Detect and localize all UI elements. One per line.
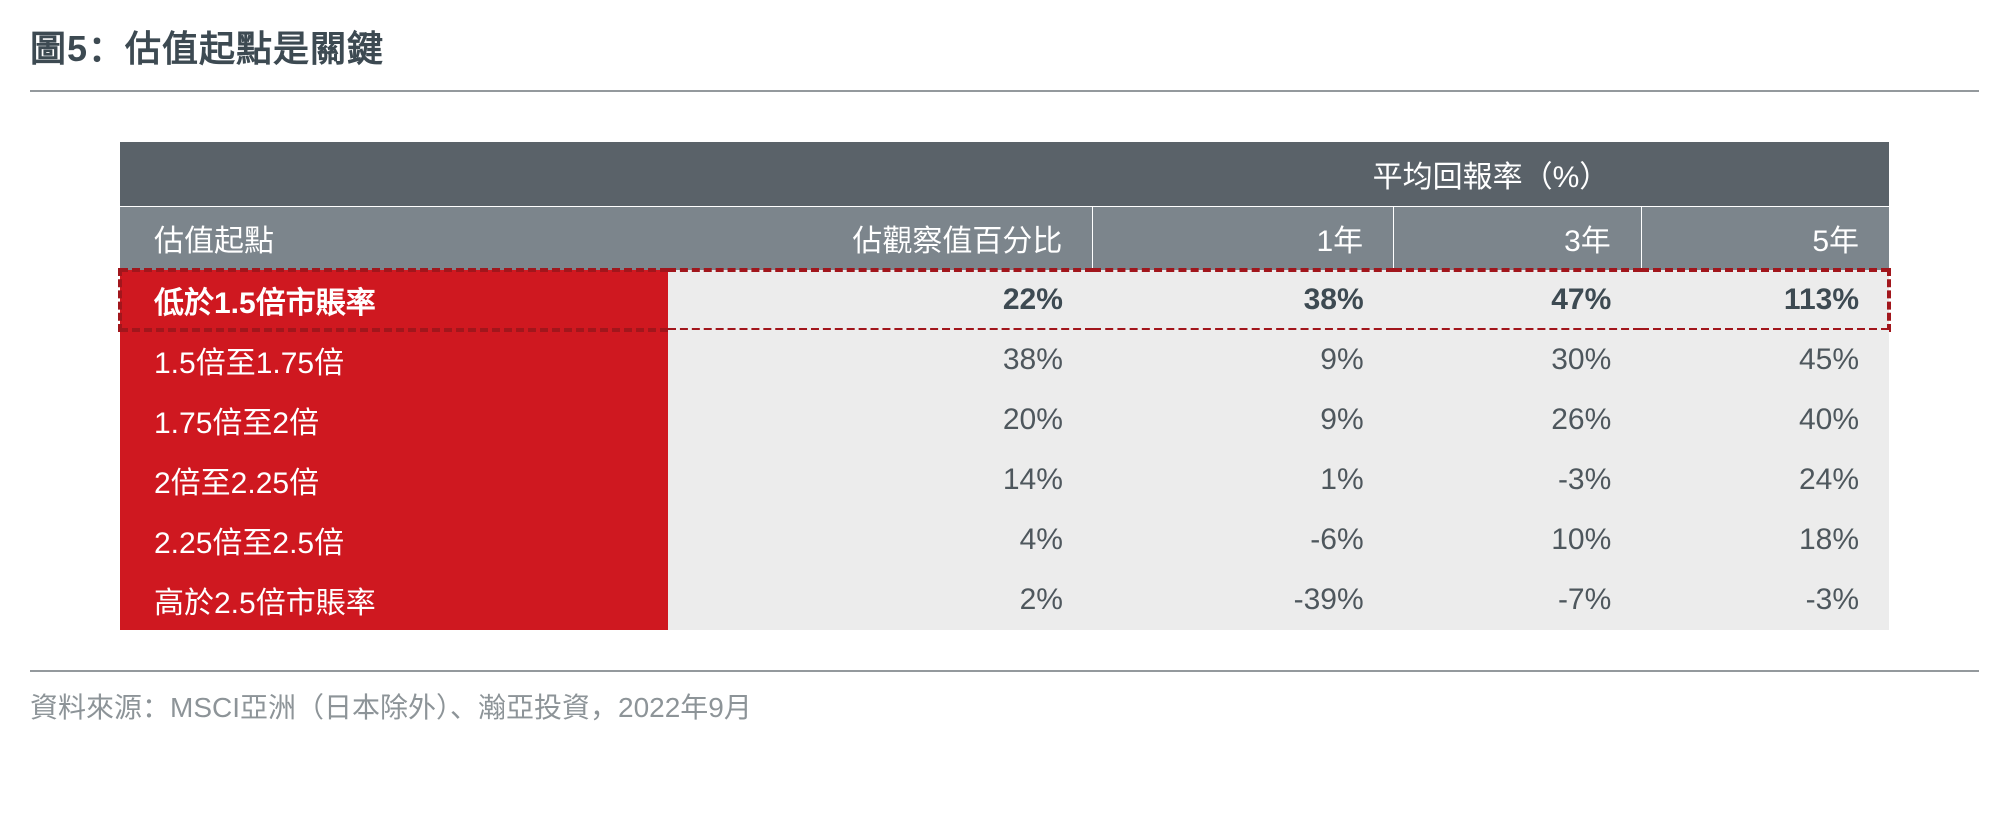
cell-1y: 1% xyxy=(1093,450,1394,510)
table-row: 高於2.5倍市賬率 2% -39% -7% -3% xyxy=(120,570,1889,630)
col-header-5y: 5年 xyxy=(1641,206,1889,270)
figure-title: 圖5：估值起點是關鍵 xyxy=(30,20,1979,92)
cell-5y: 40% xyxy=(1641,390,1889,450)
row-label: 1.5倍至1.75倍 xyxy=(120,330,668,390)
cell-obs: 2% xyxy=(668,570,1093,630)
row-label: 低於1.5倍市賬率 xyxy=(120,270,668,330)
cell-1y: 9% xyxy=(1093,330,1394,390)
cell-3y: 30% xyxy=(1394,330,1642,390)
cell-5y: -3% xyxy=(1641,570,1889,630)
col-header-1y: 1年 xyxy=(1093,206,1394,270)
table-row: 1.75倍至2倍 20% 9% 26% 40% xyxy=(120,390,1889,450)
cell-1y: 9% xyxy=(1093,390,1394,450)
cell-5y: 24% xyxy=(1641,450,1889,510)
valuation-table: 平均回報率（%） 估值起點 佔觀察值百分比 1年 3年 5年 低於1.5倍市賬率… xyxy=(120,142,1889,630)
table-row: 2.25倍至2.5倍 4% -6% 10% 18% xyxy=(120,510,1889,570)
footer-block: 資料來源：MSCI亞洲（日本除外）、瀚亞投資，2022年9月 xyxy=(30,670,1979,726)
cell-3y: -7% xyxy=(1394,570,1642,630)
cell-1y: 38% xyxy=(1093,270,1394,330)
row-label: 2.25倍至2.5倍 xyxy=(120,510,668,570)
cell-3y: -3% xyxy=(1394,450,1642,510)
cell-obs: 38% xyxy=(668,330,1093,390)
cell-obs: 20% xyxy=(668,390,1093,450)
cell-5y: 113% xyxy=(1641,270,1889,330)
cell-3y: 47% xyxy=(1394,270,1642,330)
row-label: 高於2.5倍市賬率 xyxy=(120,570,668,630)
cell-5y: 45% xyxy=(1641,330,1889,390)
row-label: 1.75倍至2倍 xyxy=(120,390,668,450)
header-blank xyxy=(120,142,1093,206)
title-block: 圖5：估值起點是關鍵 xyxy=(30,20,1979,92)
cell-3y: 10% xyxy=(1394,510,1642,570)
cell-5y-text: 113% xyxy=(1784,283,1859,316)
cell-3y: 26% xyxy=(1394,390,1642,450)
table-container: 平均回報率（%） 估值起點 佔觀察值百分比 1年 3年 5年 低於1.5倍市賬率… xyxy=(30,92,1979,670)
col-header-start: 估值起點 xyxy=(120,206,668,270)
footer-source: 資料來源：MSCI亞洲（日本除外）、瀚亞投資，2022年9月 xyxy=(30,686,1979,726)
cell-1y: -39% xyxy=(1093,570,1394,630)
row-label-text: 低於1.5倍市賬率 xyxy=(154,287,376,320)
table-row: 低於1.5倍市賬率 22% 38% 47% 113% xyxy=(120,270,1889,330)
cell-obs: 14% xyxy=(668,450,1093,510)
table-row: 2倍至2.25倍 14% 1% -3% 24% xyxy=(120,450,1889,510)
header-group-returns: 平均回報率（%） xyxy=(1093,142,1889,206)
cell-obs: 4% xyxy=(668,510,1093,570)
table-row: 1.5倍至1.75倍 38% 9% 30% 45% xyxy=(120,330,1889,390)
header-row-columns: 估值起點 佔觀察值百分比 1年 3年 5年 xyxy=(120,206,1889,270)
cell-1y: -6% xyxy=(1093,510,1394,570)
header-row-group: 平均回報率（%） xyxy=(120,142,1889,206)
cell-5y: 18% xyxy=(1641,510,1889,570)
row-label: 2倍至2.25倍 xyxy=(120,450,668,510)
cell-obs: 22% xyxy=(668,270,1093,330)
col-header-3y: 3年 xyxy=(1394,206,1642,270)
col-header-obs: 佔觀察值百分比 xyxy=(668,206,1093,270)
